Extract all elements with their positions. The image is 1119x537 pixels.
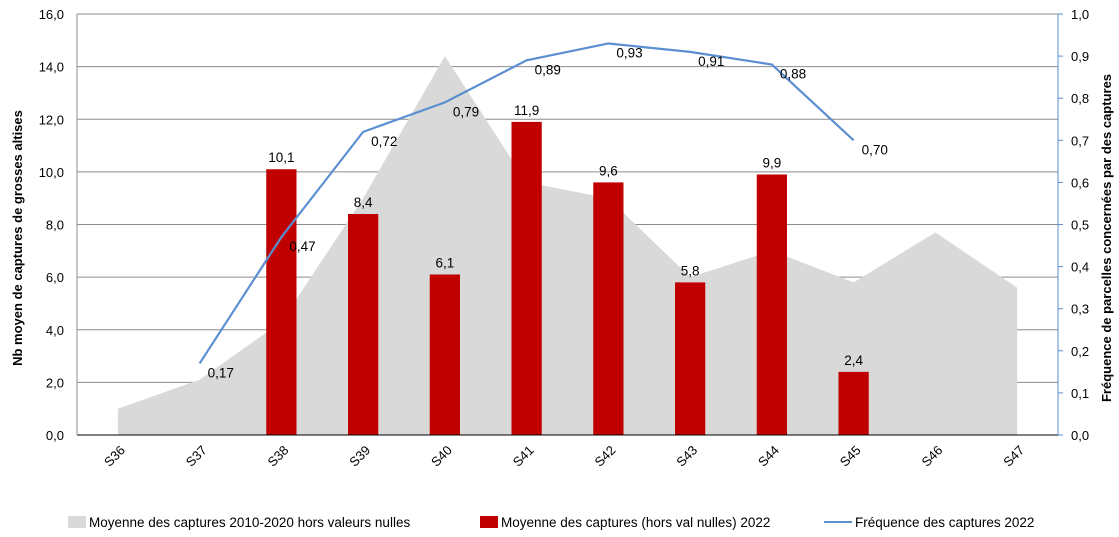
line-label-S39: 0,72	[371, 134, 397, 149]
y-left-tick-label: 10,0	[39, 165, 64, 180]
y-right-tick-label: 0,3	[1071, 302, 1089, 317]
y-right-tick-label: 0,8	[1071, 91, 1089, 106]
x-tick-label: S41	[510, 443, 537, 470]
bar-S39	[348, 213, 379, 435]
bar-label-S39: 8,4	[354, 195, 373, 210]
y-left-tick-label: 12,0	[39, 112, 64, 127]
bar-label-S41: 11,9	[514, 103, 539, 118]
y-right-tick-label: 0,6	[1071, 175, 1089, 190]
line-label-S44: 0,88	[780, 67, 806, 82]
x-tick-label: S38	[265, 443, 292, 470]
data-labels: 10,1 8,4 6,1 11,9 9,6 5,8 9,9 2,4 0,17 0,47 0,72 0,…	[208, 45, 888, 380]
area-series	[117, 56, 1018, 435]
legend-swatch-bar	[480, 516, 498, 528]
y-left-tick-label: 6,0	[46, 270, 64, 285]
bar-S38	[266, 169, 297, 435]
y-left-tick-label: 14,0	[39, 60, 64, 75]
line-label-S45: 0,70	[862, 142, 888, 157]
bar-label-S43: 5,8	[681, 263, 700, 278]
line-label-S41: 0,89	[535, 62, 561, 77]
x-tick-label: S42	[592, 443, 619, 470]
x-tick-label: S36	[101, 443, 128, 470]
bar-label-S40: 6,1	[435, 255, 454, 270]
x-tick-label: S43	[673, 443, 700, 470]
bar-series	[266, 121, 869, 435]
x-tick-label: S47	[1000, 443, 1027, 470]
legend-label-bar: Moyenne des captures (hors val nulles) 2…	[501, 515, 770, 530]
y-right-tick-label: 0,9	[1071, 49, 1089, 64]
y-right-tick-label: 0,0	[1071, 428, 1089, 443]
bar-S44	[756, 174, 787, 435]
x-tick-label: S40	[428, 443, 455, 470]
x-tick-label: S39	[346, 443, 373, 470]
x-tick-label: S44	[755, 443, 782, 470]
y-right-tick-label: 0,7	[1071, 133, 1089, 148]
bar-S43	[675, 282, 706, 435]
x-tick-label: S46	[919, 443, 946, 470]
bar-S41	[511, 121, 542, 435]
x-tick-label: S45	[837, 443, 864, 470]
y-right-tick-label: 1,0	[1071, 7, 1089, 22]
line-frequency-2022	[198, 42, 855, 365]
line-label-S42: 0,93	[616, 45, 642, 60]
line-series	[198, 42, 855, 365]
y-right-tick-label: 0,4	[1071, 260, 1089, 275]
line-label-S37: 0,17	[208, 365, 234, 380]
bar-label-S45: 2,4	[844, 353, 863, 368]
y-left-tick-label: 2,0	[46, 375, 64, 390]
line-label-S38: 0,47	[289, 239, 315, 254]
legend-label-area: Moyenne des captures 2010-2020 hors vale…	[89, 515, 410, 530]
bar-S45	[838, 371, 869, 435]
y-left-tick-label: 16,0	[39, 7, 64, 22]
y-right-tick-label: 0,5	[1071, 218, 1089, 233]
y-right-tick-label: 0,2	[1071, 344, 1089, 359]
axes	[76, 13, 1063, 436]
line-label-S40: 0,79	[453, 104, 479, 119]
legend-label-line: Fréquence des captures 2022	[855, 515, 1034, 530]
y-left-tick-label: 8,0	[46, 218, 64, 233]
y-left-tick-label: 4,0	[46, 323, 64, 338]
y-left-tick-label: 0,0	[46, 428, 64, 443]
bar-label-S38: 10,1	[268, 150, 294, 165]
y-right-tick-label: 0,1	[1071, 386, 1089, 401]
bar-label-S44: 9,9	[762, 156, 781, 171]
legend-swatch-area	[68, 516, 86, 528]
line-label-S43: 0,91	[698, 54, 724, 69]
x-tick-label: S37	[183, 443, 210, 470]
bar-S42	[593, 182, 624, 435]
y-right-axis-title: Fréquence de parcelles concernées par de…	[1099, 74, 1114, 402]
bar-S40	[429, 274, 460, 435]
y-left-axis-title: Nb moyen de captures de grosses altises	[10, 110, 25, 366]
area-historical-average	[117, 56, 1018, 435]
bar-label-S42: 9,6	[599, 163, 618, 178]
legend: Moyenne des captures 2010-2020 hors vale…	[68, 515, 1034, 530]
